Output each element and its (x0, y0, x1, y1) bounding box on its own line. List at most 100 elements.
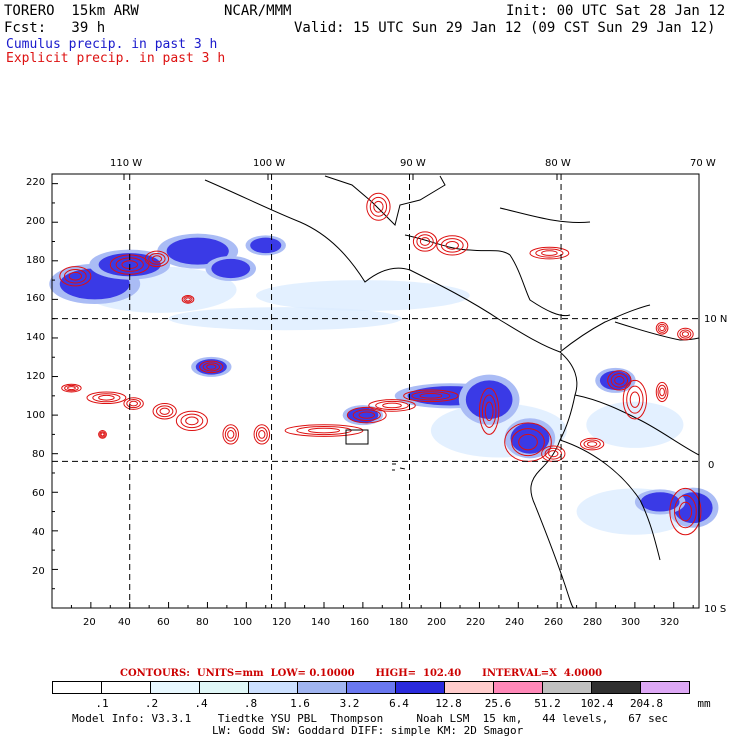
explicit-contour (144, 250, 170, 268)
plot-frame (51, 173, 700, 609)
explicit-contour (677, 327, 694, 341)
explicit-contour (504, 422, 552, 462)
colorbar-label: mm (697, 697, 711, 710)
explicit-contour (369, 196, 388, 217)
x-tick-100: 100 (233, 617, 252, 628)
model-info-line1: Model Info: V3.3.1 Tiedtke YSU PBL Thomp… (72, 712, 669, 725)
light-precip-cell (586, 401, 684, 448)
explicit-contour (681, 331, 690, 337)
explicit-contour (151, 255, 163, 263)
explicit-contour (148, 252, 166, 265)
y-tick-180: 180 (26, 255, 45, 266)
x-tick-20: 20 (83, 617, 96, 628)
galapagos (392, 463, 406, 471)
explicit-contour (659, 325, 665, 332)
explicit-contour (100, 432, 105, 437)
explicit-contour (382, 402, 402, 409)
explicit-contour (412, 231, 438, 252)
explicit-contour (59, 266, 92, 287)
explicit-contour (411, 391, 451, 401)
y-tick-40: 40 (32, 527, 45, 538)
y-tick-160: 160 (26, 293, 45, 304)
colorbar-swatch (395, 681, 445, 694)
lon-label-90w: 90 W (400, 158, 426, 169)
explicit-contour (669, 487, 702, 536)
x-tick-220: 220 (466, 617, 485, 628)
colorbar-label: .4 (194, 697, 208, 710)
colorbar-label: 1.6 (290, 697, 310, 710)
explicit-contour (366, 192, 391, 221)
cumulus-cell (640, 492, 680, 512)
x-tick-300: 300 (621, 617, 640, 628)
explicit-contour (98, 394, 115, 401)
cuba-coast (499, 207, 591, 224)
explicit-contour (436, 235, 469, 256)
explicit-contour (622, 379, 648, 420)
lat-lon-grid (52, 174, 699, 608)
y-tick-140: 140 (26, 332, 45, 343)
explicit-contour (416, 234, 434, 249)
light-precip-cell (256, 280, 470, 311)
explicit-contour (67, 386, 76, 391)
colorbar-label: 204.8 (629, 697, 664, 710)
explicit-contour (98, 430, 107, 439)
explicit-contour (544, 447, 562, 460)
lat-label-10s: 10 S (704, 604, 726, 615)
explicit-contour (373, 200, 384, 213)
explicit-contour (126, 398, 141, 409)
y-tick-220: 220 (26, 177, 45, 188)
yucatan-coast (324, 175, 446, 226)
y-tick-100: 100 (26, 410, 45, 421)
x-tick-240: 240 (505, 617, 524, 628)
explicit-contour (99, 431, 106, 438)
valid-time: Valid: 15 UTC Sun 29 Jan 12 (09 CST Sun … (294, 20, 716, 36)
explicit-contour (64, 384, 79, 392)
explicit-contour (86, 391, 127, 405)
colorbar-swatch (101, 681, 151, 694)
lon-label-110w: 110 W (110, 158, 142, 169)
lon-label-70w: 70 W (690, 158, 716, 169)
y-tick-80: 80 (32, 449, 45, 460)
explicit-contour (659, 387, 665, 397)
explicit-contour (206, 364, 217, 370)
x-tick-140: 140 (311, 617, 330, 628)
explicit-contour (419, 237, 431, 246)
explicit-contour (185, 416, 199, 426)
explicit-contour (375, 400, 409, 411)
axis-ticks (52, 174, 700, 609)
cumulus-cell (347, 407, 379, 423)
explicit-contour (253, 424, 271, 445)
explicit-contour (92, 393, 121, 403)
explicit-contour (655, 322, 669, 335)
cumulus-cell (250, 237, 282, 254)
x-tick-280: 280 (583, 617, 602, 628)
y-tick-60: 60 (32, 488, 45, 499)
colorbar-label: .8 (243, 697, 258, 710)
explicit-contour (368, 399, 416, 412)
explicit-contour (307, 427, 341, 434)
model-title: TORERO 15km ARW (4, 3, 139, 19)
colorbar-label: .1 (95, 697, 109, 710)
explicit-contour (352, 409, 381, 422)
colorbar-swatch (248, 681, 298, 694)
explicit-contour (358, 411, 376, 419)
explicit-contour (440, 238, 464, 253)
cumulus-legend: Cumulus precip. in past 3 h (6, 37, 218, 52)
x-tick-160: 160 (350, 617, 369, 628)
explicit-contour (445, 241, 459, 250)
colorbar (52, 681, 690, 694)
explicit-contour (607, 370, 632, 391)
venezuela-coast (614, 321, 700, 341)
y-tick-120: 120 (26, 371, 45, 382)
colorbar-swatch (346, 681, 396, 694)
lon-label-80w: 80 W (545, 158, 571, 169)
x-tick-40: 40 (118, 617, 131, 628)
explicit-contour (586, 441, 598, 447)
cumulus-cell (166, 237, 229, 265)
explicit-contour (548, 450, 559, 458)
colorbar-label: 12.8 (435, 697, 462, 710)
explicit-contour (541, 250, 558, 256)
explicit-contour (180, 413, 204, 429)
explicit-contour (535, 248, 564, 258)
cumulus-cell (211, 258, 251, 279)
